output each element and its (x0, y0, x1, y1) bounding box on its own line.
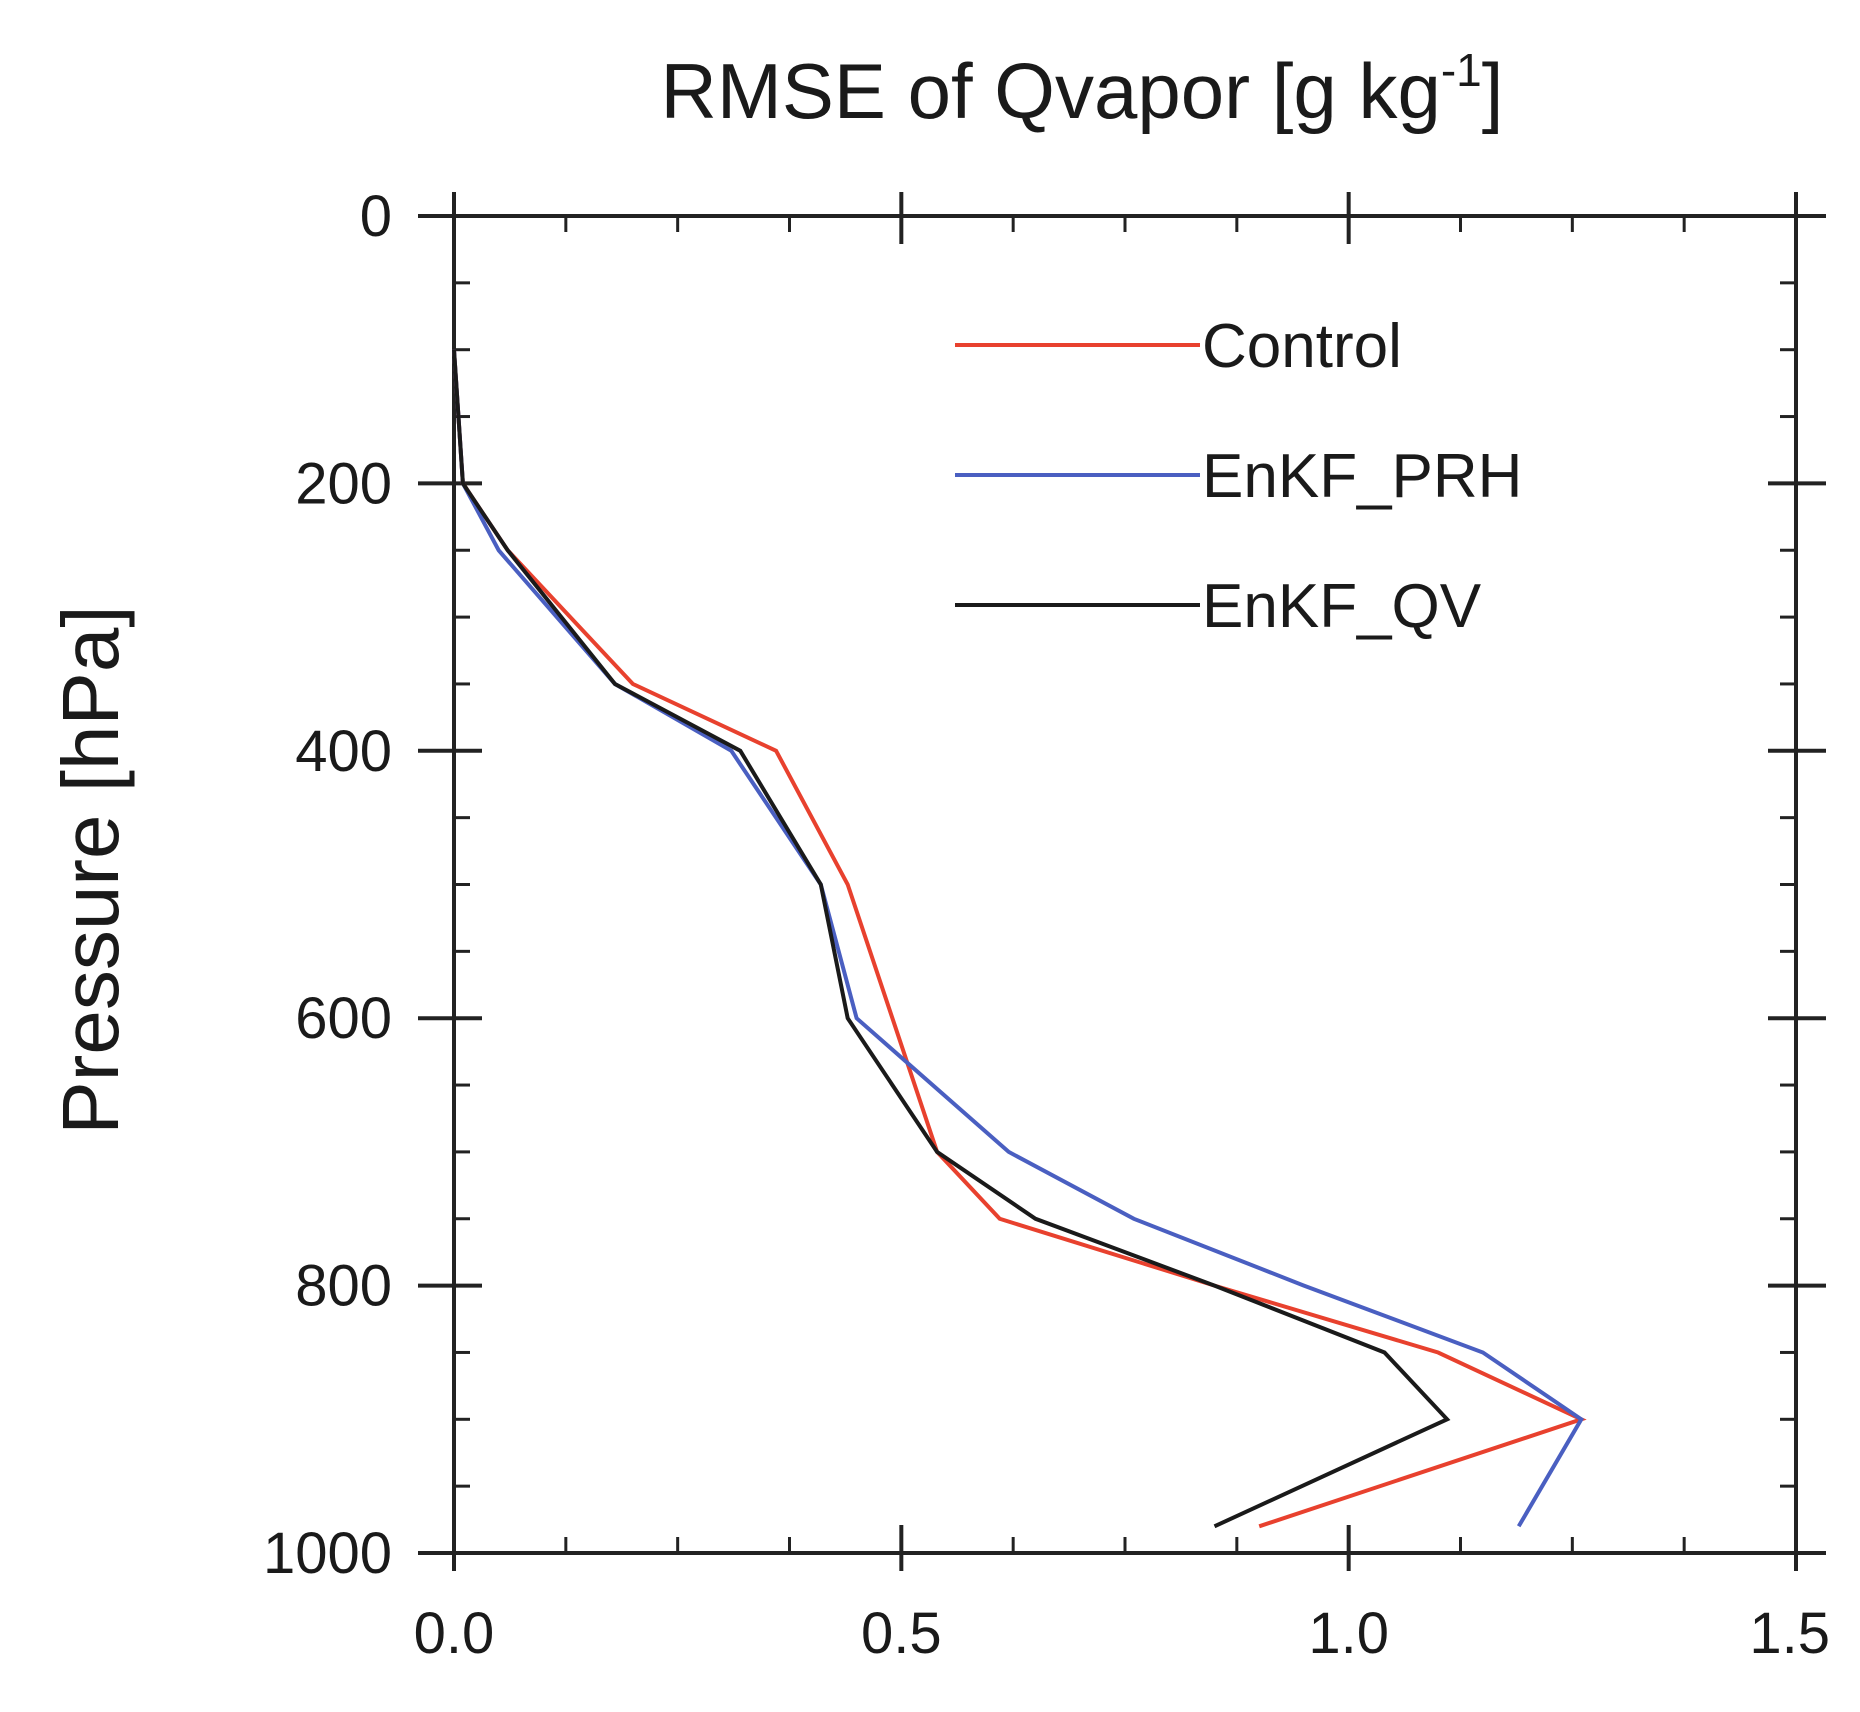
y-tick-labels: 0 200 400 600 800 1000 (263, 184, 392, 1586)
legend-label-control: Control (1202, 312, 1402, 381)
x-tick-label: 0.0 (414, 1601, 495, 1666)
series-line-control (452, 349, 1587, 1529)
minor-ticks (454, 216, 1796, 1553)
legend-label-enkf-prh: EnKF_PRH (1202, 442, 1522, 511)
chart-title-superscript: -1 (1441, 44, 1482, 96)
x-tick-labels: 0.0 0.5 1.0 1.5 (414, 1601, 1830, 1666)
x-tick-label: 1.5 (1749, 1601, 1830, 1666)
y-tick-label: 200 (295, 451, 392, 516)
chart-title: RMSE of Qvapor [g kg-1] (661, 44, 1504, 135)
series-line-enkf-prh (452, 349, 1584, 1528)
y-tick-label: 400 (295, 719, 392, 784)
legend: Control EnKF_PRH EnKF_QV (955, 312, 1522, 641)
y-tick-label: 0 (360, 184, 392, 249)
y-tick-label: 600 (295, 986, 392, 1051)
legend-label-enkf-qv: EnKF_QV (1202, 572, 1482, 641)
chart-title-end: ] (1482, 47, 1504, 135)
plot-frame (452, 214, 1798, 1555)
series-group (452, 349, 1587, 1529)
major-ticks (418, 192, 1826, 1571)
y-axis-label: Pressure [hPa] (46, 605, 135, 1134)
chart-title-main: RMSE of Qvapor [g kg (661, 47, 1441, 135)
x-tick-label: 0.5 (861, 1601, 942, 1666)
series-line-enkf-qv (452, 349, 1451, 1529)
y-tick-label: 1000 (263, 1521, 392, 1586)
x-tick-label: 1.0 (1308, 1601, 1389, 1666)
y-tick-label: 800 (295, 1254, 392, 1319)
